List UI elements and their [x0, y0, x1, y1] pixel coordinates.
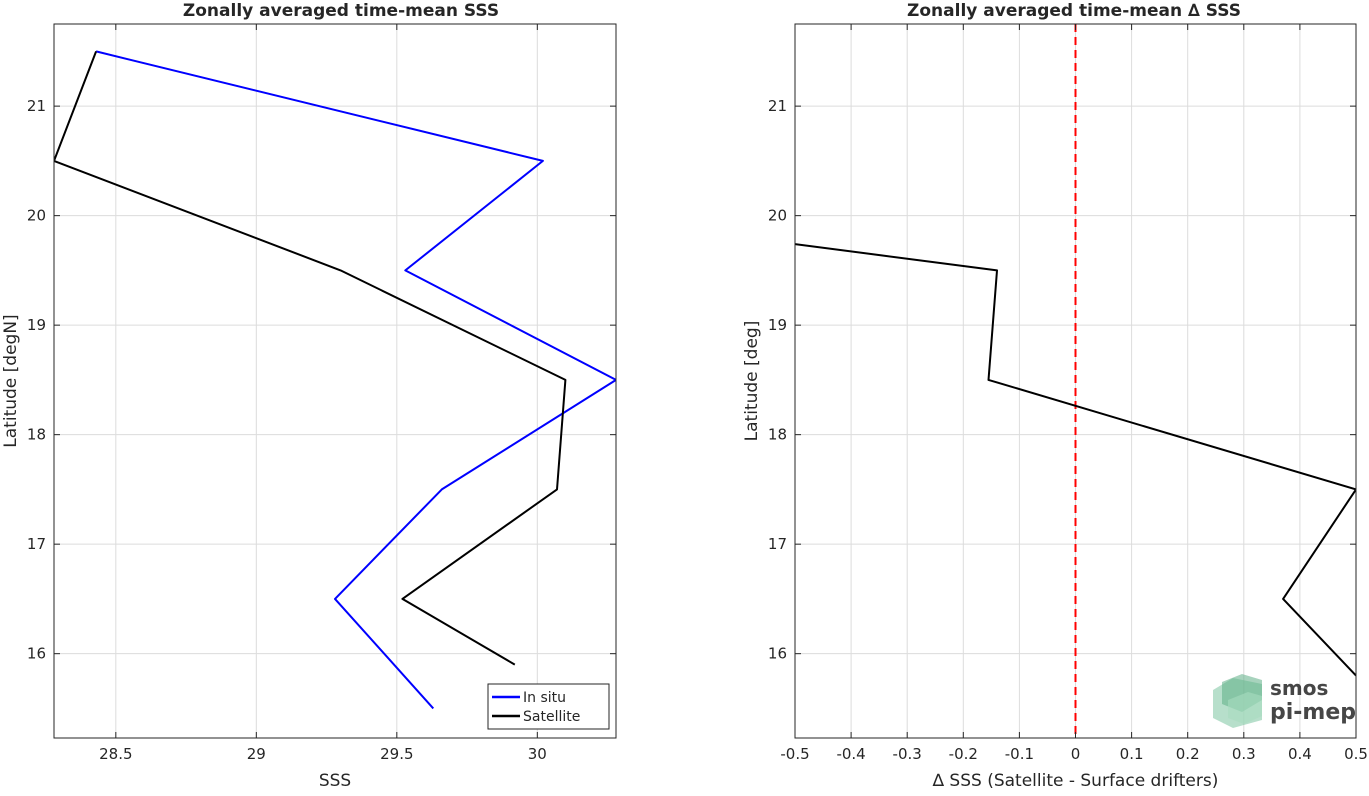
smos-pi-mep-logo: smos pi-mep: [1213, 674, 1356, 728]
x-tick-label: 0.1: [1120, 745, 1144, 763]
x-tick-label: -0.3: [893, 745, 922, 763]
chart-title: Zonally averaged time-mean SSS: [183, 1, 499, 21]
sss-panel: 28.5 29 29.5 30 16 17 18 19 20 21 Zonally averaged…: [1, 1, 617, 791]
logo-text-smos: smos: [1270, 676, 1328, 700]
y-tick-label: 19: [768, 316, 787, 334]
plot-area: [54, 24, 616, 738]
x-axis-label: ∆ SSS (Satellite - Surface drifters): [932, 771, 1219, 791]
x-tick-label: 0.5: [1344, 745, 1368, 763]
x-tick-label: -0.2: [949, 745, 978, 763]
chart-title: Zonally averaged time-mean ∆ SSS: [907, 1, 1241, 21]
x-tick-label: -0.1: [1005, 745, 1034, 763]
x-tick-label: -0.4: [836, 745, 865, 763]
legend: In situ Satellite: [487, 683, 610, 730]
x-tick-label: 0: [1071, 745, 1081, 763]
y-tick-label: 16: [27, 645, 46, 663]
x-tick-label: 0.4: [1288, 745, 1312, 763]
delta-sss-panel: -0.5 -0.4 -0.3 -0.2 -0.1 0 0.1 0.2 0.3 0.4 0.5 16 17…: [742, 1, 1368, 791]
legend-label: In situ: [523, 690, 566, 706]
legend-box: [487, 683, 610, 730]
axes-box: [53, 23, 617, 739]
y-tick-label: 16: [768, 645, 787, 663]
y-tick-label: 21: [768, 97, 787, 115]
logo-text-pi-mep: pi-mep: [1270, 700, 1356, 725]
x-tick-label: 28.5: [99, 745, 132, 763]
y-axis-label: Latitude [deg]: [742, 321, 762, 442]
x-tick-label: 29.5: [380, 745, 413, 763]
y-tick-label: 20: [27, 207, 46, 225]
y-tick-label: 18: [768, 426, 787, 444]
x-axis-label: SSS: [319, 771, 351, 791]
y-tick-label: 18: [27, 426, 46, 444]
legend-label: Satellite: [523, 709, 580, 725]
y-tick-label: 17: [27, 535, 46, 553]
y-tick-label: 20: [768, 207, 787, 225]
y-tick-label: 19: [27, 316, 46, 334]
x-tick-label: 30: [528, 745, 547, 763]
x-tick-label: 29: [247, 745, 266, 763]
y-axis-label: Latitude [degN]: [1, 314, 21, 447]
x-tick-label: 0.3: [1232, 745, 1256, 763]
y-tick-label: 21: [27, 97, 46, 115]
series-line-0: [795, 243, 1356, 677]
series-line-in-situ: [95, 50, 616, 710]
x-tick-label: 0.2: [1176, 745, 1200, 763]
series-line-satellite: [54, 51, 567, 666]
y-tick-label: 17: [768, 535, 787, 553]
x-tick-label: -0.5: [780, 745, 809, 763]
